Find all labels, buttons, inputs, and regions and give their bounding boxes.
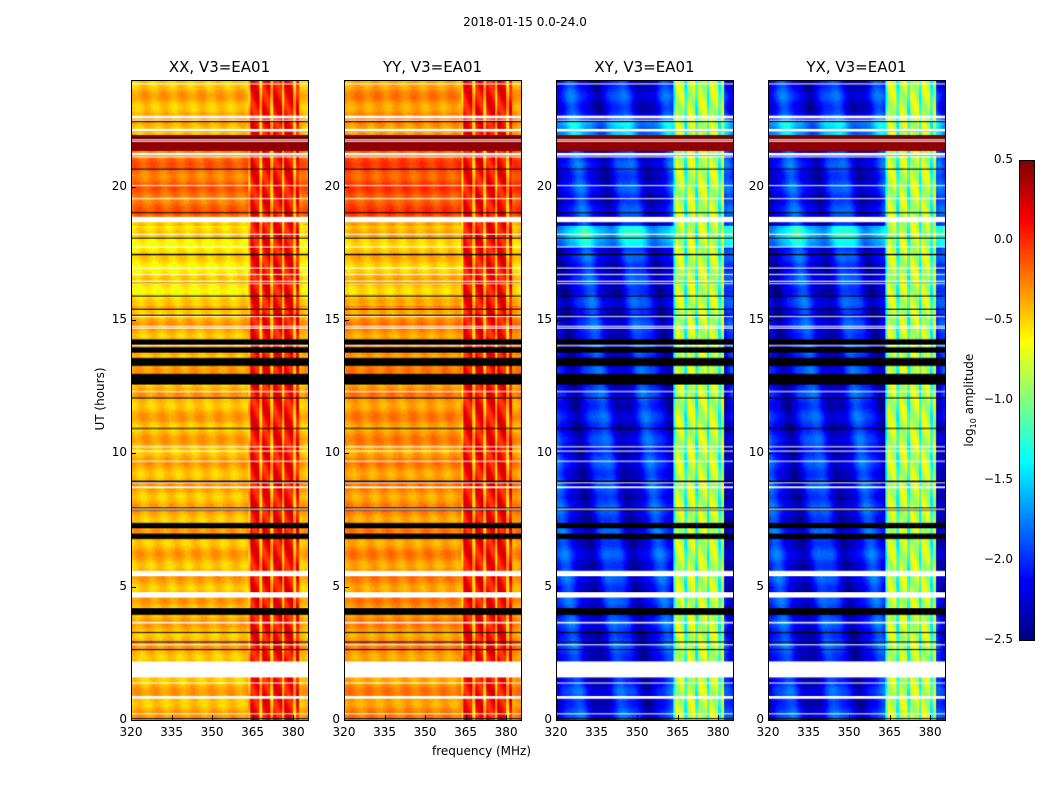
figure-title: 2018-01-15 0.0-24.0 — [0, 15, 1050, 29]
x-tick-mark — [293, 715, 294, 720]
x-tick-mark — [253, 715, 254, 720]
x-tick-mark — [172, 715, 173, 720]
x-tick-label: 320 — [756, 725, 780, 739]
y-tick-mark — [131, 187, 136, 188]
y-tick-mark — [344, 720, 349, 721]
colorbar-tick-label: −1.0 — [975, 392, 1013, 406]
x-tick-mark — [466, 715, 467, 720]
heatmap-panel-yy — [344, 80, 522, 721]
x-tick-label: 350 — [625, 725, 649, 739]
heatmap-panel-xy — [556, 80, 734, 721]
x-tick-label: 365 — [241, 725, 265, 739]
y-tick-label: 0 — [312, 712, 340, 726]
x-tick-mark — [809, 715, 810, 720]
colorbar-tick-label: 0.0 — [975, 232, 1013, 246]
y-tick-mark — [131, 587, 136, 588]
y-axis-label: UT (hours) — [93, 354, 107, 444]
y-tick-mark — [768, 587, 773, 588]
y-tick-label: 0 — [736, 712, 764, 726]
colorbar-tick-label: −2.5 — [975, 632, 1013, 646]
x-tick-label: 335 — [373, 725, 397, 739]
x-tick-label: 365 — [878, 725, 902, 739]
y-tick-mark — [556, 453, 561, 454]
heatmap-panel-xx — [131, 80, 309, 721]
x-tick-mark — [597, 715, 598, 720]
y-tick-mark — [344, 587, 349, 588]
panel-title: YY, V3=EA01 — [313, 58, 553, 76]
x-tick-mark — [425, 715, 426, 720]
x-tick-mark — [890, 715, 891, 720]
x-tick-label: 380 — [918, 725, 942, 739]
y-tick-mark — [768, 453, 773, 454]
y-tick-label: 10 — [99, 445, 127, 459]
y-tick-label: 5 — [99, 579, 127, 593]
y-tick-label: 10 — [736, 445, 764, 459]
y-tick-label: 20 — [524, 179, 552, 193]
x-tick-label: 320 — [544, 725, 568, 739]
x-tick-mark — [212, 715, 213, 720]
y-tick-label: 10 — [524, 445, 552, 459]
x-tick-label: 335 — [797, 725, 821, 739]
colorbar — [1019, 160, 1035, 641]
y-tick-label: 20 — [736, 179, 764, 193]
x-tick-mark — [930, 715, 931, 720]
x-tick-label: 350 — [837, 725, 861, 739]
y-tick-label: 15 — [312, 312, 340, 326]
y-tick-label: 5 — [736, 579, 764, 593]
colorbar-tick-label: −2.0 — [975, 552, 1013, 566]
y-tick-label: 5 — [312, 579, 340, 593]
y-tick-mark — [768, 320, 773, 321]
panel-title: XY, V3=EA01 — [525, 58, 765, 76]
y-tick-label: 15 — [99, 312, 127, 326]
x-tick-label: 320 — [332, 725, 356, 739]
heatmap-panel-yx — [768, 80, 946, 721]
x-tick-label: 335 — [585, 725, 609, 739]
y-tick-mark — [556, 320, 561, 321]
x-tick-label: 380 — [494, 725, 518, 739]
colorbar-tick-label: −1.5 — [975, 472, 1013, 486]
x-tick-label: 365 — [666, 725, 690, 739]
x-tick-label: 380 — [706, 725, 730, 739]
x-tick-mark — [678, 715, 679, 720]
y-tick-label: 15 — [524, 312, 552, 326]
colorbar-tick-label: −0.5 — [975, 312, 1013, 326]
x-tick-mark — [637, 715, 638, 720]
y-tick-mark — [131, 453, 136, 454]
x-tick-label: 350 — [413, 725, 437, 739]
panel-title: YX, V3=EA01 — [737, 58, 977, 76]
y-tick-mark — [556, 587, 561, 588]
y-tick-label: 15 — [736, 312, 764, 326]
y-tick-mark — [768, 187, 773, 188]
panel-title: XX, V3=EA01 — [100, 58, 340, 76]
y-tick-mark — [768, 720, 773, 721]
y-tick-label: 0 — [99, 712, 127, 726]
colorbar-tick-label: 0.5 — [975, 152, 1013, 166]
y-tick-label: 20 — [312, 179, 340, 193]
y-tick-mark — [344, 320, 349, 321]
y-tick-mark — [556, 720, 561, 721]
x-tick-mark — [718, 715, 719, 720]
y-tick-mark — [131, 320, 136, 321]
y-tick-label: 20 — [99, 179, 127, 193]
x-axis-label: frequency (MHz) — [432, 744, 531, 758]
y-tick-label: 10 — [312, 445, 340, 459]
x-tick-label: 365 — [454, 725, 478, 739]
x-tick-label: 335 — [160, 725, 184, 739]
x-tick-label: 320 — [119, 725, 143, 739]
x-tick-mark — [849, 715, 850, 720]
x-tick-label: 350 — [200, 725, 224, 739]
figure: 2018-01-15 0.0-24.0 XX, V3=EA01 320 335 350… — [0, 0, 1050, 800]
y-tick-mark — [344, 453, 349, 454]
y-tick-label: 0 — [524, 712, 552, 726]
x-tick-mark — [385, 715, 386, 720]
y-tick-mark — [556, 187, 561, 188]
y-tick-mark — [131, 720, 136, 721]
y-tick-label: 5 — [524, 579, 552, 593]
y-tick-mark — [344, 187, 349, 188]
x-tick-mark — [506, 715, 507, 720]
x-tick-label: 380 — [281, 725, 305, 739]
